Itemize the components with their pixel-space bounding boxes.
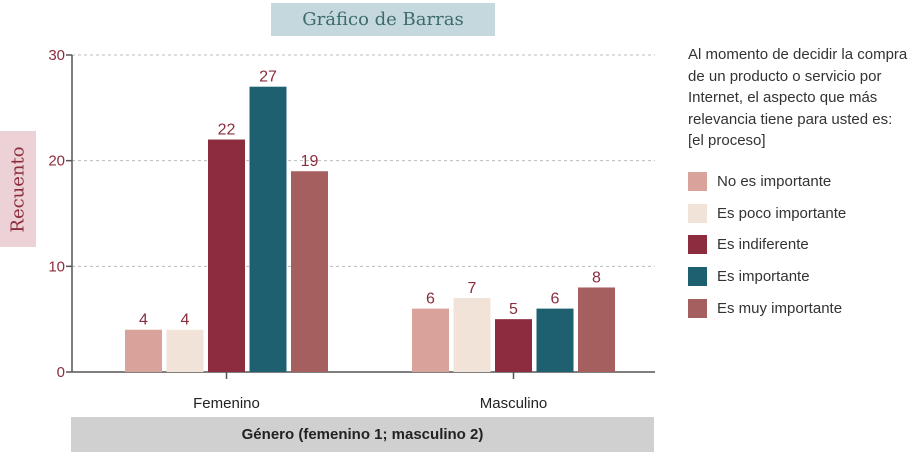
chart-title: Gráfico de Barras: [271, 3, 495, 36]
legend-swatch: [688, 171, 707, 191]
bar: [536, 308, 574, 372]
legend-swatch: [688, 266, 707, 286]
data-label: 4: [181, 312, 190, 329]
legend-item: No es importante: [688, 166, 908, 198]
bar: [495, 319, 532, 372]
bar: [208, 139, 245, 372]
data-label: 19: [301, 153, 319, 170]
bar: [125, 329, 162, 372]
legend-item: Es muy importante: [688, 292, 908, 324]
y-tick-label: 10: [48, 258, 65, 275]
data-label: 8: [592, 269, 601, 286]
y-axis-label: Recuento: [0, 131, 36, 247]
y-tick-label: 0: [57, 364, 65, 381]
bar: [291, 171, 328, 372]
legend-label: Es poco importante: [717, 204, 847, 222]
data-label: 6: [426, 291, 435, 308]
x-tick-label: Masculino: [480, 395, 548, 412]
legend: Al momento de decidir la compra de un pr…: [688, 44, 908, 324]
bar: [249, 86, 287, 372]
bar: [453, 298, 491, 372]
data-label: 22: [218, 122, 236, 139]
legend-item: Es poco importante: [688, 197, 908, 229]
legend-swatch: [688, 235, 707, 255]
y-tick-label: 20: [48, 153, 65, 170]
legend-item: Es importante: [688, 261, 908, 293]
data-label: 6: [551, 291, 560, 308]
legend-label: No es importante: [717, 172, 832, 190]
data-label: 27: [259, 69, 277, 86]
bar: [578, 287, 615, 372]
y-tick-label: 30: [48, 47, 65, 64]
data-label: 7: [468, 280, 477, 297]
x-axis-label: Género (femenino 1; masculino 2): [71, 417, 654, 452]
legend-items: No es importante Es poco importante Es ind…: [688, 166, 908, 324]
x-tick-label: Femenino: [193, 395, 260, 412]
legend-label: Es importante: [717, 267, 810, 285]
bar: [412, 308, 449, 372]
data-label: 5: [509, 301, 518, 318]
bar: [166, 329, 204, 372]
data-label: 4: [139, 312, 148, 329]
legend-swatch: [688, 298, 707, 318]
legend-swatch: [688, 203, 707, 223]
legend-label: Es muy importante: [717, 299, 843, 317]
legend-title: Al momento de decidir la compra de un pr…: [688, 46, 908, 149]
legend-item: Es indiferente: [688, 229, 908, 261]
legend-label: Es indiferente: [717, 236, 809, 254]
x-axis-label-text: Género (femenino 1; masculino 2): [241, 426, 484, 443]
chart-title-text: Gráfico de Barras: [302, 9, 464, 30]
